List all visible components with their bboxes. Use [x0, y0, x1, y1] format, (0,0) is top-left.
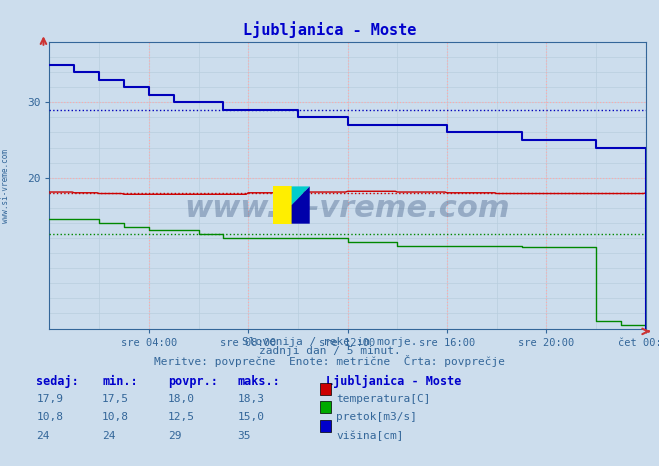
- Text: sedaj:: sedaj:: [36, 375, 79, 388]
- Polygon shape: [291, 186, 310, 205]
- Text: maks.:: maks.:: [237, 375, 280, 388]
- Text: 18,3: 18,3: [237, 394, 264, 404]
- Text: 18,0: 18,0: [168, 394, 195, 404]
- Text: 10,8: 10,8: [102, 412, 129, 422]
- Text: pretok[m3/s]: pretok[m3/s]: [336, 412, 417, 422]
- Text: 24: 24: [102, 431, 115, 441]
- Text: višina[cm]: višina[cm]: [336, 431, 403, 441]
- Text: temperatura[C]: temperatura[C]: [336, 394, 430, 404]
- Text: 17,9: 17,9: [36, 394, 63, 404]
- Text: www.si-vreme.com: www.si-vreme.com: [1, 150, 10, 223]
- Text: Meritve: povprečne  Enote: metrične  Črta: povprečje: Meritve: povprečne Enote: metrične Črta:…: [154, 355, 505, 367]
- Bar: [273, 186, 291, 224]
- Text: min.:: min.:: [102, 375, 138, 388]
- Text: 15,0: 15,0: [237, 412, 264, 422]
- Text: povpr.:: povpr.:: [168, 375, 218, 388]
- Text: 10,8: 10,8: [36, 412, 63, 422]
- Polygon shape: [291, 186, 310, 224]
- Text: 12,5: 12,5: [168, 412, 195, 422]
- Text: 17,5: 17,5: [102, 394, 129, 404]
- Text: 24: 24: [36, 431, 49, 441]
- Text: Ljubljanica - Moste: Ljubljanica - Moste: [326, 375, 461, 388]
- Text: www.si-vreme.com: www.si-vreme.com: [185, 194, 511, 223]
- Text: 29: 29: [168, 431, 181, 441]
- Text: Slovenija / reke in morje.: Slovenija / reke in morje.: [242, 337, 417, 347]
- Text: 35: 35: [237, 431, 250, 441]
- Text: Ljubljanica - Moste: Ljubljanica - Moste: [243, 21, 416, 38]
- Text: zadnji dan / 5 minut.: zadnji dan / 5 minut.: [258, 346, 401, 356]
